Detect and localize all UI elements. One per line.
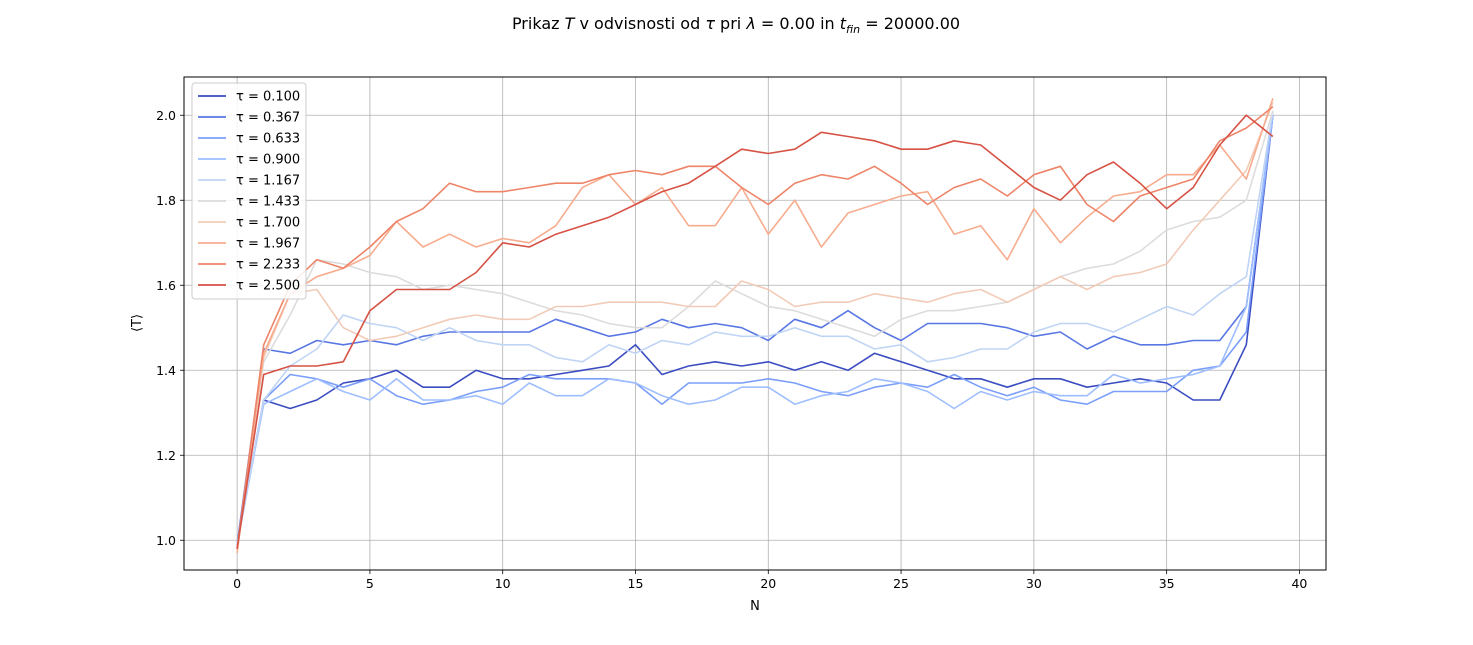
series-line-9 bbox=[236, 114, 1274, 549]
series-line-1 bbox=[236, 115, 1274, 545]
x-tick-label: 20 bbox=[760, 576, 776, 591]
legend-label-8: τ = 2.233 bbox=[236, 258, 300, 273]
y-tick-label: 1.0 bbox=[156, 533, 176, 548]
series-line-8 bbox=[236, 106, 1274, 549]
x-tick-label: 15 bbox=[628, 576, 644, 591]
series-line-4 bbox=[236, 110, 1274, 545]
y-tick-label: 1.4 bbox=[156, 363, 176, 378]
plot-frame bbox=[183, 76, 1327, 571]
x-axis-label: N bbox=[750, 599, 760, 614]
x-tick-label: 30 bbox=[1026, 576, 1042, 591]
legend-label-7: τ = 1.967 bbox=[236, 237, 300, 252]
y-tick-label: 2.0 bbox=[156, 108, 176, 123]
legend-label-0: τ = 0.100 bbox=[236, 90, 300, 105]
chart-title: Prikaz T v odvisnosti od τ pri λ = 0.00 … bbox=[512, 14, 960, 36]
y-tick-label: 1.6 bbox=[156, 278, 176, 293]
series-line-5 bbox=[236, 110, 1274, 549]
series-line-6 bbox=[236, 102, 1274, 549]
legend-label-5: τ = 1.433 bbox=[236, 195, 300, 210]
legend-label-2: τ = 0.633 bbox=[236, 132, 300, 147]
y-axis-label: ⟨T⟩ bbox=[130, 314, 145, 332]
series-line-2 bbox=[236, 115, 1274, 545]
legend-label-6: τ = 1.700 bbox=[236, 216, 300, 231]
legend-label-1: τ = 0.367 bbox=[236, 111, 300, 126]
series-line-7 bbox=[236, 97, 1274, 554]
series-lines bbox=[236, 97, 1274, 554]
y-tick-label: 1.8 bbox=[156, 193, 176, 208]
x-tick-label: 35 bbox=[1159, 576, 1175, 591]
legend-box bbox=[191, 82, 307, 300]
x-tick-label: 40 bbox=[1291, 576, 1307, 591]
legend-label-3: τ = 0.900 bbox=[236, 153, 300, 168]
legend-label-9: τ = 2.500 bbox=[236, 279, 300, 294]
series-line-3 bbox=[236, 115, 1274, 545]
x-tick-label: 5 bbox=[366, 576, 374, 591]
x-tick-label: 10 bbox=[495, 576, 511, 591]
legend-label-4: τ = 1.167 bbox=[236, 174, 300, 189]
axis-ticks: 0 5 10 15 20 25 30 35 40 1.0 1.2 1.4 1.6 1.8 2.0 bbox=[156, 108, 1307, 591]
legend: τ = 0.100 τ = 0.367 τ = 0.633 τ = 0.900 τ = … bbox=[191, 82, 307, 300]
x-tick-label: 0 bbox=[233, 576, 241, 591]
y-tick-label: 1.2 bbox=[156, 448, 176, 463]
x-tick-label: 25 bbox=[893, 576, 909, 591]
